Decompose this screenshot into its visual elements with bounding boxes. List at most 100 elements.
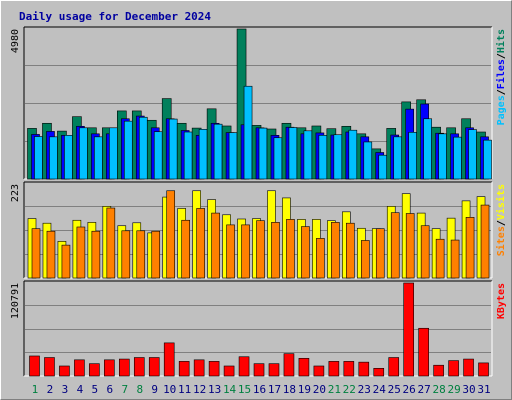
bar-sites xyxy=(450,239,460,279)
bar-sites xyxy=(465,217,475,279)
bar-kbytes xyxy=(148,357,160,377)
bar-sites xyxy=(196,208,205,279)
bar-kbytes xyxy=(59,365,70,377)
bar-kbytes xyxy=(193,359,205,377)
bar-kbytes xyxy=(298,357,310,377)
x-tick-label: 4 xyxy=(77,383,84,396)
bar-kbytes xyxy=(104,359,115,377)
bar-pages xyxy=(348,129,358,180)
bar-pages xyxy=(138,116,148,180)
x-tick-label: 21 xyxy=(328,383,341,396)
x-tick-label: 25 xyxy=(388,383,401,396)
bar-sites xyxy=(46,230,56,279)
bar-pages xyxy=(453,136,462,180)
bar-sites xyxy=(91,230,101,279)
x-tick-label: 2 xyxy=(47,383,54,396)
bar-sites xyxy=(360,240,370,279)
x-tick-label: 18 xyxy=(283,383,296,396)
x-tick-label: 12 xyxy=(193,383,206,396)
bar-pages xyxy=(258,127,268,180)
bar-kbytes xyxy=(313,365,325,377)
bar-pages xyxy=(49,136,58,180)
bar-pages xyxy=(333,134,343,180)
bar-sites xyxy=(166,190,176,279)
bar-kbytes xyxy=(208,361,220,377)
bar-pages xyxy=(318,135,328,180)
legend-separator: / xyxy=(496,53,507,59)
bar-sites xyxy=(76,226,86,279)
bar-pages xyxy=(183,131,193,180)
bar-pages xyxy=(438,133,447,180)
bar-sites xyxy=(405,213,415,279)
bar-pages xyxy=(423,118,432,180)
x-tick-label: 26 xyxy=(403,383,416,396)
bar-sites xyxy=(420,225,430,279)
bar-kbytes xyxy=(44,357,55,377)
bar-pages xyxy=(124,120,133,180)
legend-pages: Pages xyxy=(496,95,507,125)
x-tick-label: 7 xyxy=(121,383,128,396)
bar-kbytes xyxy=(268,363,280,377)
x-tick-label: 13 xyxy=(208,383,221,396)
bar-kbytes xyxy=(478,362,489,377)
bar-sites xyxy=(346,222,355,279)
bar-pages xyxy=(378,154,388,180)
x-tick-label: 9 xyxy=(151,383,158,396)
x-tick-label: 14 xyxy=(223,383,237,396)
bar-sites xyxy=(226,224,235,279)
x-tick-label: 10 xyxy=(163,383,176,396)
bar-kbytes xyxy=(74,359,85,377)
bar-kbytes xyxy=(283,353,295,377)
bar-sites xyxy=(390,212,400,279)
legend-sites: Sites xyxy=(495,226,507,256)
bar-pages xyxy=(94,136,103,180)
x-tick-label: 27 xyxy=(418,383,431,396)
bar-sites xyxy=(61,244,71,279)
legend: Pages/Files/Hits xyxy=(495,29,507,125)
bar-pages xyxy=(109,127,118,180)
bar-kbytes xyxy=(418,327,429,377)
bar-sites xyxy=(435,238,445,279)
bar-pages xyxy=(273,137,283,180)
x-tick-label: 5 xyxy=(92,383,99,396)
bar-kbytes xyxy=(238,356,250,377)
bar-pages xyxy=(408,132,417,180)
bar-sites xyxy=(151,230,161,279)
y-axis-max-label: 4980 xyxy=(10,29,21,53)
bar-kbytes xyxy=(163,342,175,377)
bar-pages xyxy=(64,135,73,180)
legend-kbytes: KBytes xyxy=(496,283,507,319)
bar-sites xyxy=(316,238,325,279)
bar-pages xyxy=(483,139,492,180)
bar-sites xyxy=(271,222,280,279)
bar-kbytes xyxy=(178,361,190,377)
bar-pages xyxy=(79,127,88,180)
x-tick-label: 30 xyxy=(462,383,475,396)
x-tick-label: 19 xyxy=(298,383,311,396)
y-axis-max-label: 223 xyxy=(10,184,21,202)
bar-sites xyxy=(286,219,295,279)
bar-kbytes xyxy=(133,357,145,377)
bar-kbytes xyxy=(89,363,100,377)
bar-sites xyxy=(331,222,340,279)
x-tick-label: 3 xyxy=(62,383,69,396)
x-tick-label: 31 xyxy=(477,383,490,396)
x-tick-label: 8 xyxy=(136,383,143,396)
chart-title: Daily usage for December 2024 xyxy=(19,10,211,23)
bar-kbytes xyxy=(373,368,385,377)
legend-files: Files xyxy=(495,59,507,89)
legend: KBytes xyxy=(496,283,507,319)
bar-kbytes xyxy=(388,357,400,377)
bar-pages xyxy=(34,136,43,180)
x-tick-label: 15 xyxy=(238,383,251,396)
bar-sites xyxy=(106,207,116,279)
bar-sites xyxy=(375,228,385,279)
bar-pages xyxy=(468,129,477,180)
bar-pages xyxy=(393,136,403,180)
bar-sites xyxy=(211,212,220,279)
bar-kbytes xyxy=(343,361,355,377)
bar-pages xyxy=(213,123,223,180)
bar-kbytes xyxy=(253,363,265,377)
legend-hits: Hits xyxy=(495,29,507,53)
